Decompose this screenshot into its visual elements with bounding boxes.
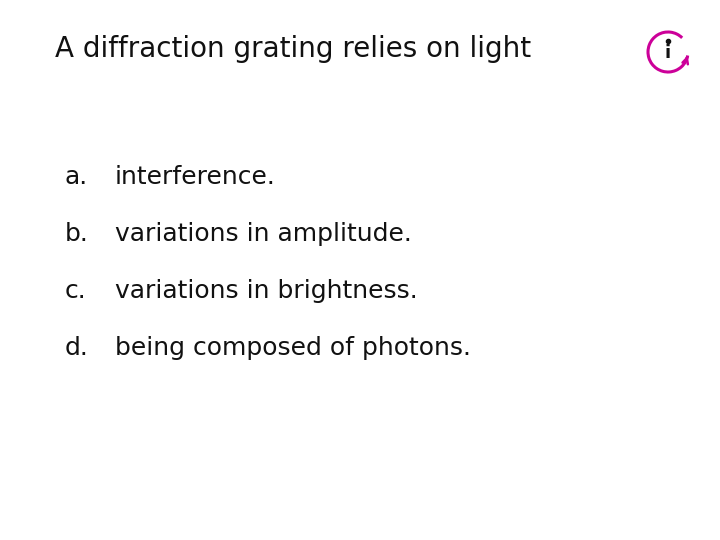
Text: c.: c.: [65, 279, 86, 303]
Text: A diffraction grating relies on light: A diffraction grating relies on light: [55, 35, 531, 63]
Text: d.: d.: [65, 336, 89, 360]
Text: variations in brightness.: variations in brightness.: [115, 279, 418, 303]
Text: variations in amplitude.: variations in amplitude.: [115, 222, 412, 246]
Text: a.: a.: [65, 165, 89, 189]
Text: interference.: interference.: [115, 165, 276, 189]
Text: being composed of photons.: being composed of photons.: [115, 336, 471, 360]
Text: i: i: [665, 44, 671, 62]
Text: b.: b.: [65, 222, 89, 246]
